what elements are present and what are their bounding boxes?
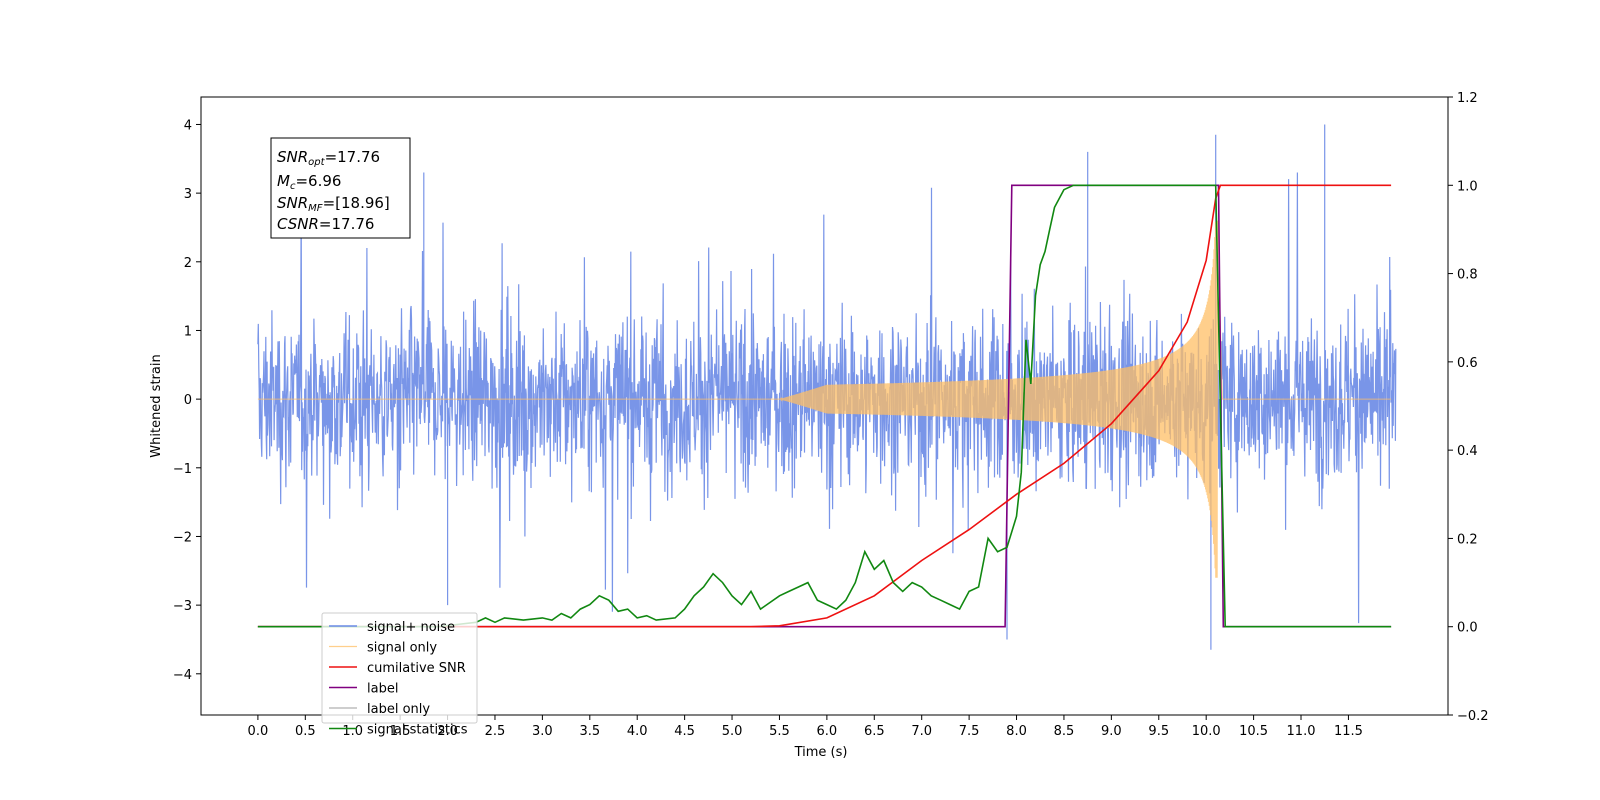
y-tick-label: 2 bbox=[184, 256, 192, 271]
x-axis: 0.0 0.5 1.0 1.5 2.0 2.5 3.0 3.5 4.0 4.5 5.0 5.5 6.0 6… bbox=[248, 715, 1363, 739]
x-tick-label: 11.0 bbox=[1287, 724, 1316, 739]
x-tick-label: 2.5 bbox=[485, 724, 506, 739]
x-tick-label: 0.5 bbox=[295, 724, 316, 739]
x-axis-label: Time (s) bbox=[794, 745, 848, 760]
y2-tick-label: 0.0 bbox=[1457, 621, 1478, 636]
x-tick-label: 4.0 bbox=[627, 724, 648, 739]
y-tick-label: −4 bbox=[173, 668, 192, 683]
legend-label-3: label bbox=[367, 682, 398, 697]
y-tick-label: −1 bbox=[173, 462, 192, 477]
x-tick-label: 5.0 bbox=[722, 724, 743, 739]
y2-tick-label: −0.2 bbox=[1457, 709, 1489, 724]
x-tick-label: 7.0 bbox=[911, 724, 932, 739]
x-tick-label: 9.0 bbox=[1101, 724, 1122, 739]
x-tick-label: 5.5 bbox=[769, 724, 790, 739]
y2-tick-label: 0.8 bbox=[1457, 268, 1478, 283]
x-tick-label: 1.0 bbox=[342, 724, 363, 739]
series-cumulative-snr bbox=[257, 184, 1392, 628]
series-signal-statistics bbox=[257, 184, 1392, 628]
legend-label-5: signal statistics bbox=[367, 723, 468, 738]
y-tick-label: −2 bbox=[173, 530, 192, 545]
y-axis-left: 4 3 2 1 0 −1 −2 −3 −4 bbox=[173, 118, 201, 683]
annotation-line-4: CSNR=17.76 bbox=[277, 215, 374, 233]
x-tick-label: 9.5 bbox=[1148, 724, 1169, 739]
annotation-line-3: SNRMF=[18.96] bbox=[277, 194, 390, 214]
legend-label-2: cumilative SNR bbox=[367, 661, 466, 676]
y-axis-label: Whitened strain bbox=[149, 354, 164, 457]
x-tick-label: 6.5 bbox=[864, 724, 885, 739]
x-tick-label: 6.0 bbox=[817, 724, 838, 739]
y-tick-label: 3 bbox=[184, 187, 192, 202]
x-tick-label: 7.5 bbox=[959, 724, 980, 739]
plot-area bbox=[257, 124, 1397, 650]
y2-tick-label: 1.0 bbox=[1457, 179, 1478, 194]
x-tick-label: 2.0 bbox=[437, 724, 458, 739]
x-tick-label: 11.5 bbox=[1334, 724, 1363, 739]
y2-tick-label: 0.2 bbox=[1457, 532, 1478, 547]
x-tick-label: 3.0 bbox=[532, 724, 553, 739]
y2-tick-label: 1.2 bbox=[1457, 91, 1478, 106]
stats-annotation-box: SNRopt=17.76 Mc=6.96 SNRMF=[18.96] CSNR=… bbox=[270, 137, 411, 239]
legend-label-1: signal only bbox=[367, 641, 437, 656]
annotation-line-1: SNRopt=17.76 bbox=[277, 148, 380, 168]
legend-label-4: label only bbox=[367, 702, 430, 717]
y-tick-label: 4 bbox=[184, 118, 192, 133]
legend-label-0: signal+ noise bbox=[367, 620, 455, 635]
x-tick-label: 8.0 bbox=[1006, 724, 1027, 739]
x-tick-label: 4.5 bbox=[674, 724, 695, 739]
x-tick-label: 1.5 bbox=[390, 724, 411, 739]
y-tick-label: 0 bbox=[184, 393, 192, 408]
legend: signal+ noise signal only cumilative SNR la… bbox=[321, 612, 478, 738]
plot-frame bbox=[200, 96, 1449, 716]
x-tick-label: 10.0 bbox=[1192, 724, 1221, 739]
x-tick-label: 8.5 bbox=[1054, 724, 1075, 739]
y-tick-label: 1 bbox=[184, 324, 192, 339]
y-axis-right: 1.2 1.0 0.8 0.6 0.4 0.2 0.0 −0.2 bbox=[1448, 91, 1489, 724]
y2-tick-label: 0.4 bbox=[1457, 444, 1478, 459]
x-tick-label: 3.5 bbox=[579, 724, 600, 739]
annotation-line-2: Mc=6.96 bbox=[277, 172, 341, 192]
y2-tick-label: 0.6 bbox=[1457, 356, 1478, 371]
series-signal-only bbox=[257, 220, 1392, 578]
y-tick-label: −3 bbox=[173, 599, 192, 614]
x-tick-label: 0.0 bbox=[248, 724, 269, 739]
x-tick-label: 10.5 bbox=[1239, 724, 1268, 739]
